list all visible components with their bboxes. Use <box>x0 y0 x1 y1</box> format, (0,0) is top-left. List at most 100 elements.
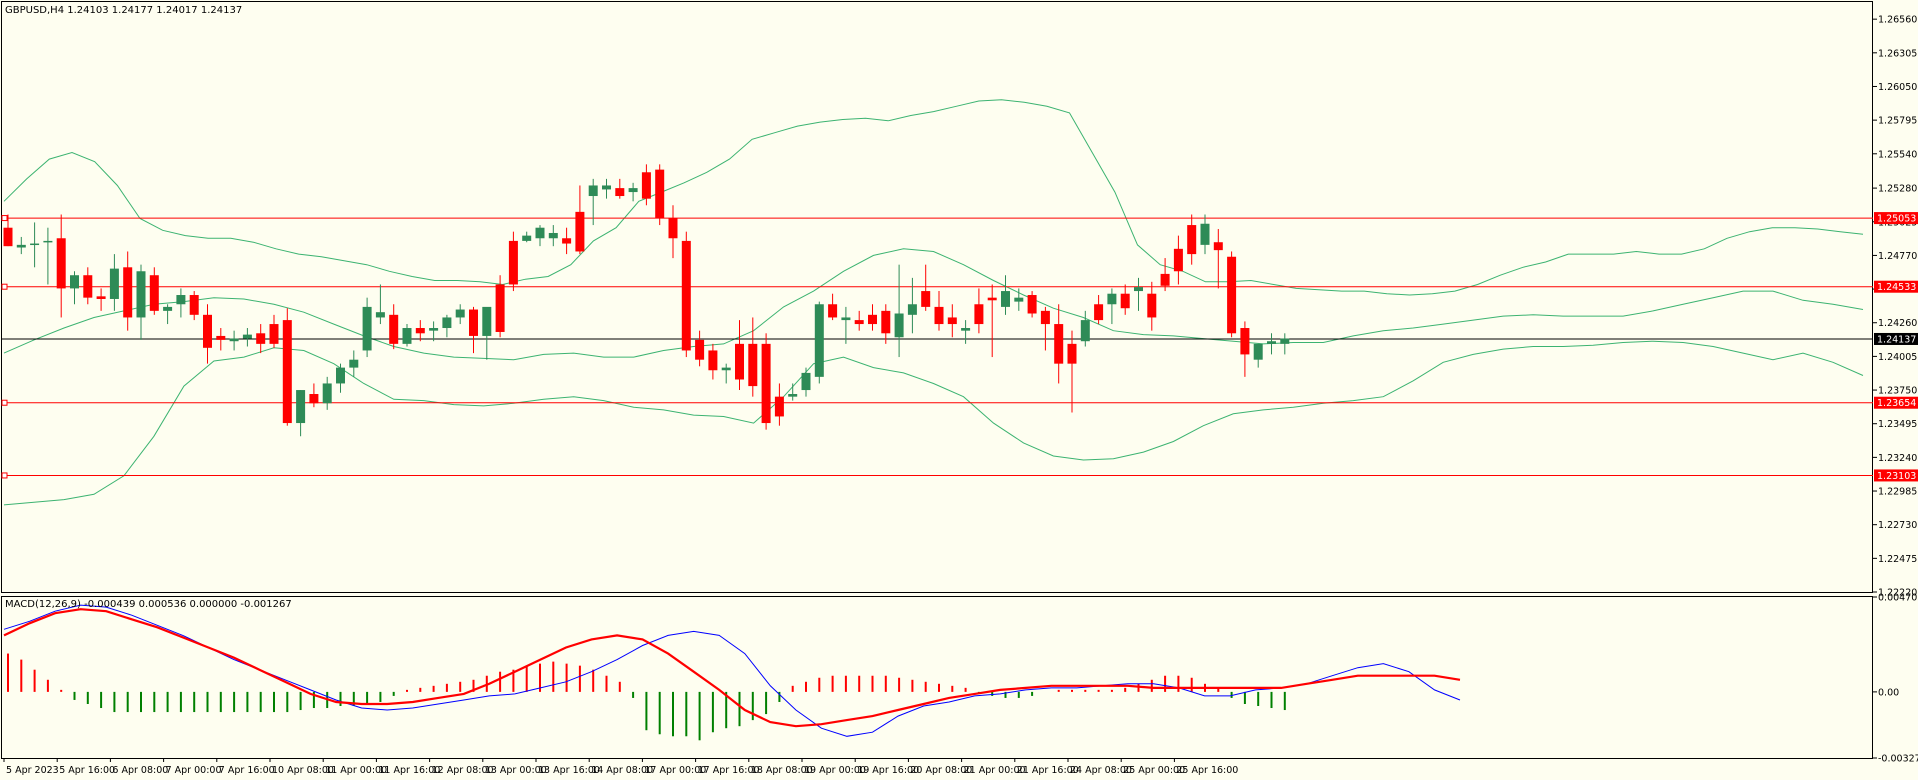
price-tick-label: 1.23240 <box>1878 453 1917 464</box>
price-level-tag <box>1874 280 1918 293</box>
time-tick-label: 13 Apr 00:00 <box>485 765 547 776</box>
candle <box>123 251 133 331</box>
candle <box>109 254 119 311</box>
level-handle[interactable] <box>1 215 8 222</box>
candle <box>469 306 478 354</box>
candle-body <box>615 188 625 197</box>
candle <box>828 293 838 321</box>
candle-body <box>109 268 119 299</box>
candle <box>256 324 266 354</box>
level-handle[interactable] <box>1 283 8 290</box>
candle <box>761 333 771 430</box>
price-levels[interactable]: 1.25053 1.24533 1.23654 1.23103 1.24137 <box>1 212 1918 482</box>
candle <box>655 164 665 226</box>
candle-body <box>1147 293 1157 318</box>
candle <box>588 178 598 226</box>
candle <box>309 383 319 408</box>
candle-body <box>1280 338 1290 344</box>
candle <box>3 214 13 247</box>
time-axis: 5 Apr 2023 5 Apr 16:006 Apr 08:007 Apr 00… <box>3 758 1238 776</box>
candle-body <box>1173 248 1183 272</box>
candle-body <box>602 185 611 190</box>
candle-body <box>1253 343 1263 360</box>
price-level-label: 1.24533 <box>1877 282 1916 293</box>
candle <box>1213 229 1223 289</box>
candle <box>402 324 412 347</box>
candle <box>695 330 705 367</box>
candle-body <box>841 317 851 321</box>
price-level-tag <box>1874 212 1918 225</box>
candle-body <box>375 312 385 318</box>
time-tick-label: 17 Apr 00:00 <box>644 765 706 776</box>
price-tick-label: 1.25540 <box>1878 149 1917 160</box>
macd-tick-label: 0.00 <box>1878 687 1899 698</box>
candle-body <box>309 394 319 404</box>
candle-body <box>721 367 731 371</box>
candle <box>482 306 492 360</box>
candle-body <box>681 240 691 351</box>
current-price-tag <box>1874 332 1918 345</box>
candle <box>1094 295 1104 325</box>
candle <box>30 222 40 268</box>
candle-body <box>1080 320 1090 342</box>
time-tick-label: 25 Apr 16:00 <box>1176 765 1238 776</box>
candle-body <box>336 367 345 384</box>
time-tick-label: 13 Apr 16:00 <box>538 765 600 776</box>
candle-body <box>1040 310 1050 325</box>
candle-body <box>695 339 705 360</box>
candle <box>16 236 26 255</box>
candle-body <box>655 169 665 219</box>
candle <box>535 225 545 247</box>
candle-body <box>203 314 212 348</box>
candle-body <box>16 244 26 248</box>
price-tick-label: 1.26050 <box>1878 82 1917 93</box>
level-handle[interactable] <box>1 472 8 479</box>
candle-body <box>921 291 931 307</box>
level-handle[interactable] <box>1 399 8 406</box>
candle <box>296 390 306 437</box>
candle <box>681 231 691 358</box>
candle-body <box>1027 295 1037 314</box>
candle <box>1160 258 1170 292</box>
candle <box>362 297 372 358</box>
candle-body <box>362 306 372 351</box>
candle <box>628 182 638 202</box>
candle-body <box>389 314 399 344</box>
candle-body <box>1227 256 1237 334</box>
candle-body <box>1067 343 1077 364</box>
time-tick-label: 25 Apr 00:00 <box>1123 765 1185 776</box>
candle-body <box>415 328 425 334</box>
candle <box>56 214 66 318</box>
candle-body <box>1187 225 1197 255</box>
candle <box>176 288 186 318</box>
candle <box>961 320 971 344</box>
candle <box>1001 275 1010 315</box>
candle <box>562 227 572 255</box>
macd-tick-label: -0.003277 <box>1878 754 1918 765</box>
time-tick-label: 21 Apr 00:00 <box>964 765 1026 776</box>
candle <box>415 320 425 342</box>
candle <box>1267 333 1276 355</box>
candle <box>389 304 399 350</box>
candle-body <box>455 309 465 318</box>
candle <box>1187 214 1197 265</box>
candle-body <box>1213 242 1223 251</box>
price-pane-frame <box>1 1 1873 593</box>
candle <box>242 328 252 347</box>
candle-body <box>282 320 292 424</box>
candle <box>748 317 758 397</box>
candle-body <box>868 314 877 325</box>
candle <box>708 343 718 380</box>
candle-body <box>229 338 239 342</box>
candle-body <box>947 317 957 325</box>
candle <box>495 275 505 338</box>
price-tick-label: 1.26305 <box>1878 48 1917 59</box>
candle <box>203 304 212 364</box>
candle-body <box>429 328 439 331</box>
candle <box>1067 330 1077 413</box>
candle-body <box>83 275 93 298</box>
candle-body <box>442 317 452 329</box>
